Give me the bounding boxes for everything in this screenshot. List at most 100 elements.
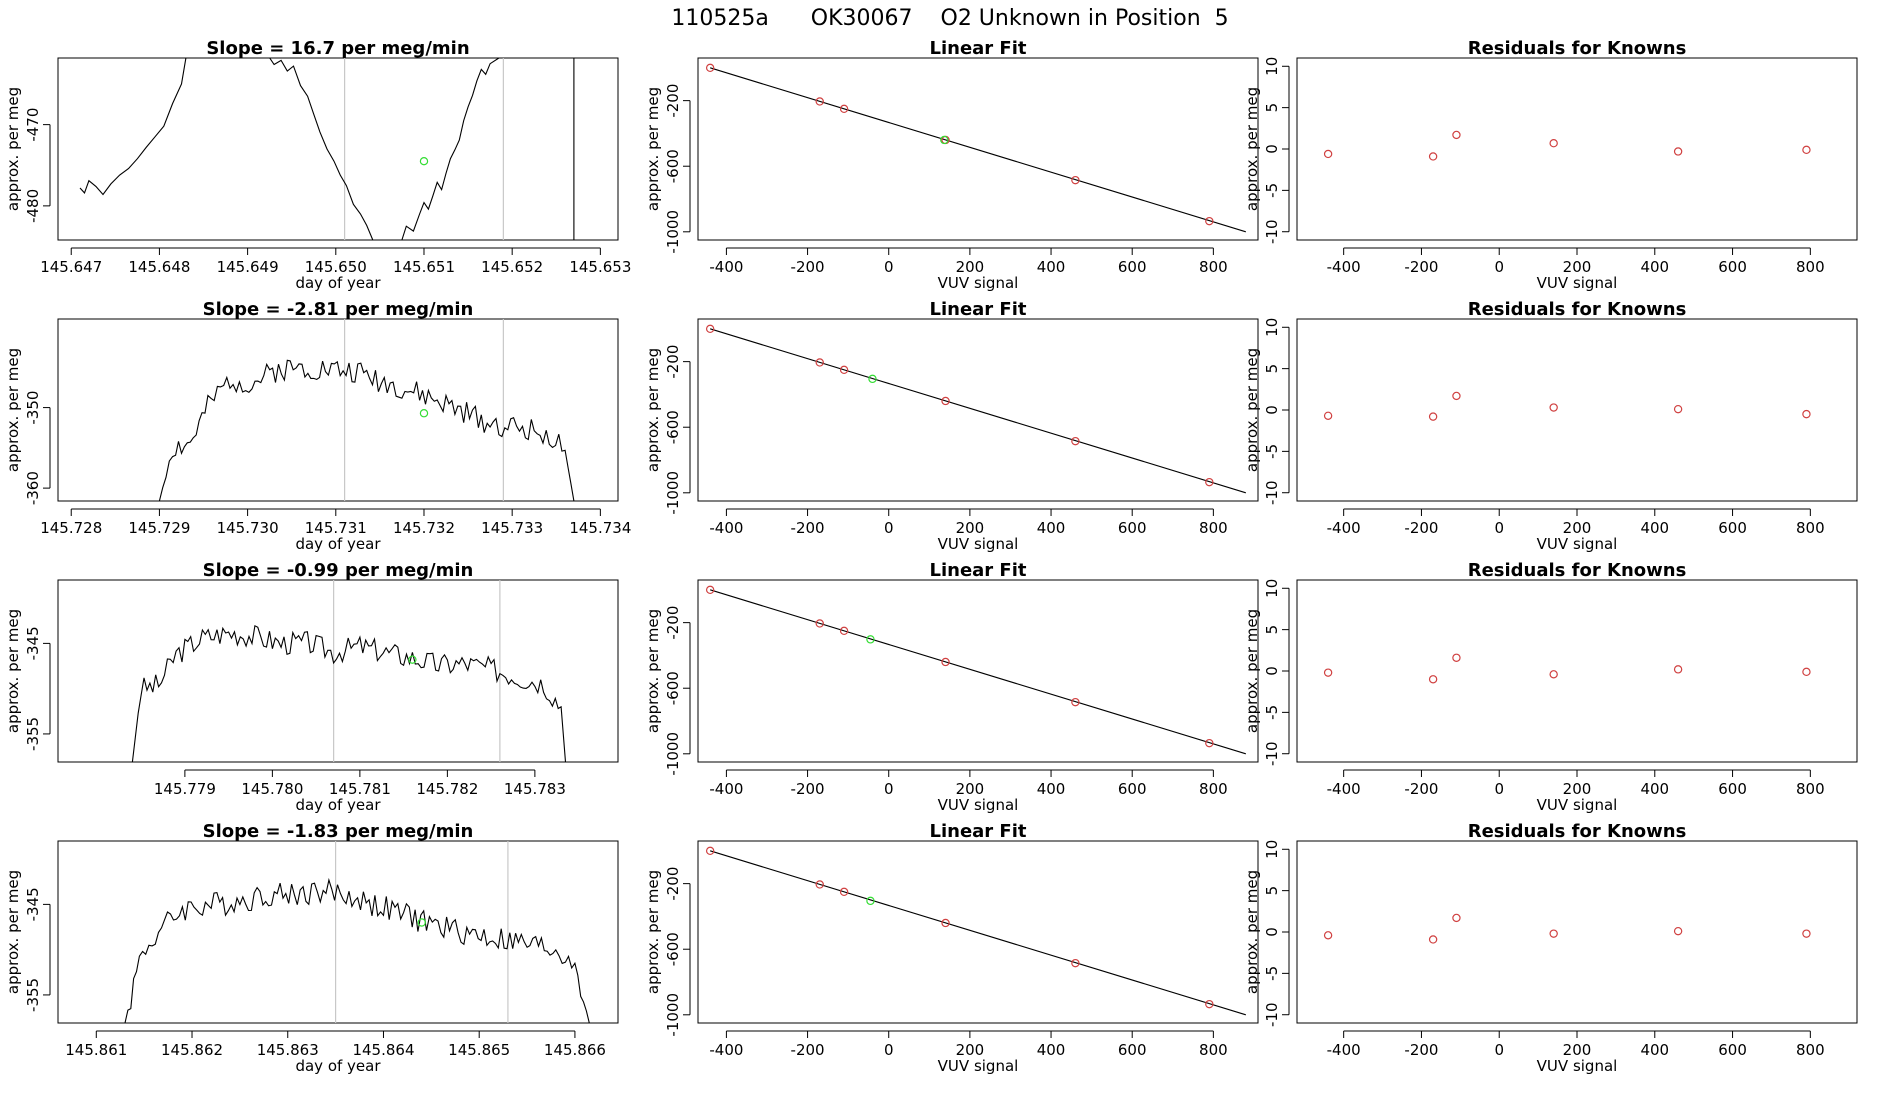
panels: Slope = 16.7 per meg/min 145.647 145.648 14… xyxy=(4,38,1858,1075)
x-axis-label: day of year xyxy=(295,1057,381,1075)
unknown-point xyxy=(419,156,429,166)
known-point xyxy=(815,97,824,106)
panel-resid-4: Residuals for Knowns -400 -200 0 200 400 600 80… xyxy=(1243,821,1858,1075)
plot-area xyxy=(158,319,575,501)
x-tick-label: -200 xyxy=(1404,780,1438,798)
x-tick-label: 200 xyxy=(1563,258,1592,276)
x-tick-label: 145.732 xyxy=(393,519,455,537)
known-point xyxy=(1549,403,1558,412)
x-tick-label: -400 xyxy=(1327,258,1361,276)
trace-line xyxy=(158,359,575,501)
page-title: 110525a OK30067 O2 Unknown in Position 5 xyxy=(671,6,1228,31)
known-point xyxy=(1673,404,1683,414)
panel-fit-4: Linear Fit -400 -200 0 200 400 600 800 VUV signa… xyxy=(644,821,1259,1075)
plot-area xyxy=(705,585,1246,755)
x-axis-label: VUV signal xyxy=(938,1057,1019,1075)
plot-frame xyxy=(57,840,619,1024)
plot-frame xyxy=(57,579,619,763)
panel-fit-1: Linear Fit -400 -200 0 200 400 600 800 VUV signa… xyxy=(644,38,1259,292)
x-tick-label: 600 xyxy=(1718,519,1747,537)
x-tick-label: 200 xyxy=(956,258,985,276)
panel-title: Linear Fit xyxy=(929,299,1026,320)
x-tick-label: 145.783 xyxy=(504,780,566,798)
x-tick-label: 145.780 xyxy=(241,780,303,798)
x-tick-label: 600 xyxy=(1118,258,1147,276)
x-tick-label: 145.861 xyxy=(65,1041,127,1059)
x-tick-label: 800 xyxy=(1796,780,1825,798)
known-point xyxy=(1452,391,1461,401)
known-point xyxy=(1549,670,1558,679)
x-tick-label: 200 xyxy=(1563,1041,1592,1059)
known-point xyxy=(1549,139,1558,148)
known-point xyxy=(1802,667,1811,677)
x-tick-label: 400 xyxy=(1037,519,1066,537)
plot-frame xyxy=(697,57,1259,241)
panel-resid-1: Residuals for Knowns -400 -200 0 200 400 600 80… xyxy=(1243,38,1858,292)
known-point xyxy=(839,626,849,636)
x-tick-label: -200 xyxy=(1404,519,1438,537)
x-tick-label: 0 xyxy=(1494,780,1504,798)
fit-line xyxy=(710,589,1246,755)
unknown-point xyxy=(419,409,429,418)
y-tick-label: -10 xyxy=(1263,219,1281,244)
x-axis-label: VUV signal xyxy=(938,535,1019,553)
x-axis-label: VUV signal xyxy=(1537,535,1618,553)
known-point xyxy=(1802,929,1811,938)
y-tick-label: -200 xyxy=(664,867,682,901)
x-tick-label: 145.652 xyxy=(481,258,543,276)
x-tick-label: 600 xyxy=(1718,780,1747,798)
plot-area xyxy=(705,846,1246,1016)
y-tick-label: -360 xyxy=(24,471,42,505)
panel-fit-3: Linear Fit -400 -200 0 200 400 600 800 VUV signa… xyxy=(644,560,1259,814)
x-tick-label: 200 xyxy=(1563,780,1592,798)
known-point xyxy=(1205,477,1214,487)
panel-title: Slope = -2.81 per meg/min xyxy=(203,299,474,320)
known-point xyxy=(839,365,849,375)
x-tick-label: 200 xyxy=(956,780,985,798)
known-point xyxy=(1205,738,1214,748)
known-point xyxy=(1205,216,1214,226)
plot-area xyxy=(1323,391,1811,421)
y-axis-label: approx. per meg xyxy=(644,87,662,211)
fit-line xyxy=(710,850,1246,1016)
x-tick-label: -200 xyxy=(791,519,825,537)
known-point xyxy=(941,657,950,667)
x-tick-label: 145.649 xyxy=(217,258,279,276)
plot-frame xyxy=(1296,318,1858,502)
known-point xyxy=(1071,436,1080,446)
x-tick-label: -400 xyxy=(709,519,743,537)
x-tick-label: 0 xyxy=(884,519,894,537)
x-axis-label: VUV signal xyxy=(938,796,1019,814)
y-tick-label: 10 xyxy=(1263,579,1281,598)
known-point xyxy=(705,585,715,595)
known-point xyxy=(1549,929,1558,938)
y-tick-label: -10 xyxy=(1263,741,1281,766)
known-point xyxy=(705,846,715,856)
x-tick-label: 400 xyxy=(1037,258,1066,276)
y-tick-label: 5 xyxy=(1263,103,1281,113)
trace-line xyxy=(269,58,374,240)
x-tick-label: 145.733 xyxy=(481,519,543,537)
panel-trace-4: Slope = -1.83 per meg/min 145.861 145.862 1… xyxy=(4,821,619,1075)
known-point xyxy=(705,324,715,334)
x-axis-label: day of year xyxy=(295,274,381,292)
y-tick-label: -200 xyxy=(664,606,682,640)
x-tick-label: -200 xyxy=(1404,258,1438,276)
x-tick-label: 0 xyxy=(884,780,894,798)
x-tick-label: 145.730 xyxy=(217,519,279,537)
y-tick-label: -1000 xyxy=(664,210,682,254)
y-axis-label: approx. per meg xyxy=(1243,348,1261,472)
trace-line xyxy=(79,58,187,196)
known-point xyxy=(1428,935,1438,944)
plot-area xyxy=(705,63,1246,233)
x-tick-label: 600 xyxy=(1118,780,1147,798)
known-point xyxy=(1802,145,1811,155)
known-point xyxy=(1452,130,1461,140)
plot-area xyxy=(1323,130,1811,161)
y-tick-label: -1000 xyxy=(664,993,682,1037)
panel-resid-2: Residuals for Knowns -400 -200 0 200 400 600 80… xyxy=(1243,299,1858,553)
trace-line xyxy=(124,877,590,1023)
y-axis-label: approx. per meg xyxy=(4,348,22,472)
plot-area xyxy=(79,58,575,240)
x-tick-label: -200 xyxy=(1404,1041,1438,1059)
